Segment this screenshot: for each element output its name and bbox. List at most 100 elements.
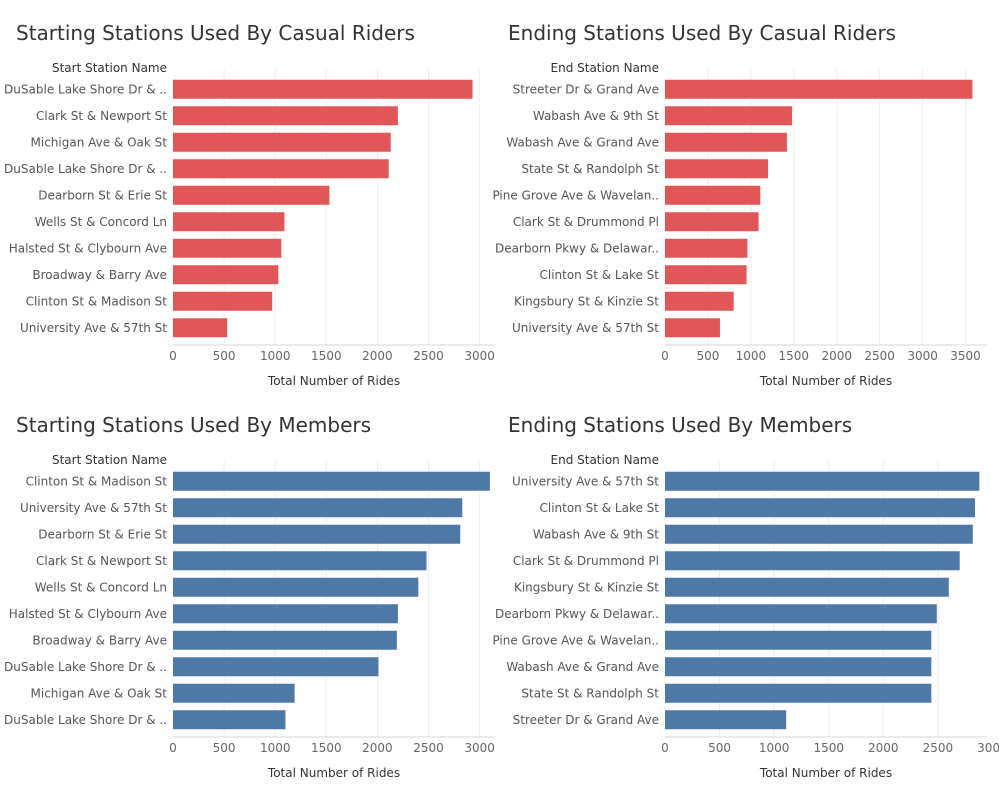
category-label: Wabash Ave & 9th St [533,109,659,123]
x-tick-label: 1500 [311,741,342,755]
bar-chart-end-members: University Ave & 57th St Clinton St & Lak… [492,461,999,780]
bar[interactable] [665,551,960,571]
bar[interactable] [665,159,769,179]
category-label: Dearborn Pkwy & Delawar.. [495,241,659,255]
x-axis-title: Total Number of Rides [267,766,400,780]
category-label: DuSable Lake Shore Dr & .. [4,82,167,96]
bar[interactable] [173,710,286,730]
category-label: Kingsbury St & Kinzie St [514,580,659,594]
category-label: Clinton St & Lake St [539,501,659,515]
bar[interactable] [173,551,427,571]
x-tick-label: 0 [661,741,669,755]
x-tick-label: 1000 [260,741,291,755]
x-tick-label: 3000 [977,741,999,755]
x-tick-label: 2000 [868,741,899,755]
bar[interactable] [665,498,975,518]
chart-title: Starting Stations Used By Casual Riders [16,21,415,45]
x-tick-label: 500 [708,741,731,755]
category-label: Michigan Ave & Oak St [31,135,168,149]
category-label: DuSable Lake Shore Dr & .. [4,660,167,674]
x-tick-label: 500 [696,349,719,363]
category-label: Clark St & Newport St [36,109,167,123]
bar[interactable] [173,471,490,491]
bar[interactable] [173,498,463,518]
bar[interactable] [665,79,973,99]
bar[interactable] [665,657,932,677]
bar[interactable] [173,683,295,703]
x-tick-label: 2000 [362,741,393,755]
category-label: Dearborn St & Erie St [38,188,167,202]
x-tick-label: 1500 [813,741,844,755]
bar[interactable] [173,238,282,258]
x-tick-label: 2500 [413,741,444,755]
x-tick-label: 1000 [260,349,291,363]
bar[interactable] [665,471,980,491]
bar[interactable] [173,132,391,152]
x-tick-label: 1500 [779,349,810,363]
bar[interactable] [665,238,748,258]
x-tick-label: 2500 [923,741,954,755]
category-header: End Station Name [550,453,660,467]
category-label: Clark St & Drummond Pl [513,554,659,568]
category-label: State St & Randolph St [521,162,659,176]
bar[interactable] [665,132,787,152]
bar[interactable] [173,657,379,677]
bar[interactable] [173,106,398,126]
x-tick-label: 1500 [311,349,342,363]
category-label: Halsted St & Clybourn Ave [9,607,167,621]
bar[interactable] [173,265,279,285]
bar[interactable] [665,291,734,311]
bar[interactable] [665,577,949,597]
category-label: Kingsbury St & Kinzie St [514,294,659,308]
category-label: Streeter Dr & Grand Ave [513,82,659,96]
x-tick-label: 500 [213,741,236,755]
category-label: State St & Randolph St [521,686,659,700]
bar[interactable] [665,710,787,730]
x-tick-label: 3000 [464,741,495,755]
x-tick-label: 500 [213,349,236,363]
bar[interactable] [173,212,285,232]
x-tick-label: 3000 [464,349,495,363]
x-tick-label: 2000 [821,349,852,363]
category-label: Wabash Ave & Grand Ave [506,135,659,149]
bar[interactable] [665,265,747,285]
bar[interactable] [173,185,330,205]
chart-panel-start-members: Starting Stations Used By Members Start … [4,413,500,783]
x-axis-title: Total Number of Rides [759,374,892,388]
bar[interactable] [665,318,720,338]
category-header: Start Station Name [51,453,167,467]
bar[interactable] [665,683,932,703]
bar[interactable] [665,524,973,544]
bar[interactable] [665,604,937,624]
category-label: University Ave & 57th St [20,501,167,515]
bar[interactable] [173,604,398,624]
x-tick-label: 1000 [759,741,790,755]
bar[interactable] [173,79,473,99]
x-tick-label: 3500 [950,349,981,363]
category-label: Michigan Ave & Oak St [31,686,168,700]
bar[interactable] [665,106,793,126]
bar[interactable] [173,577,419,597]
x-tick-label: 0 [661,349,669,363]
bar[interactable] [173,318,228,338]
x-tick-label: 2500 [413,349,444,363]
category-header: End Station Name [550,61,660,75]
bar[interactable] [665,185,761,205]
bar[interactable] [173,159,389,179]
category-header: Start Station Name [51,61,167,75]
category-label: Pine Grove Ave & Wavelan.. [492,188,659,202]
bar[interactable] [173,291,273,311]
category-label: Clark St & Newport St [36,554,167,568]
bar-chart-start-casual: DuSable Lake Shore Dr & .. Clark St & New… [4,69,495,388]
category-label: Clark St & Drummond Pl [513,215,659,229]
chart-panel-end-members: Ending Stations Used By Members End Stat… [492,413,999,783]
bar[interactable] [665,630,932,650]
bar[interactable] [173,630,397,650]
category-label: Dearborn Pkwy & Delawar.. [495,607,659,621]
bar[interactable] [173,524,461,544]
category-label: Clinton St & Madison St [26,474,168,488]
category-label: University Ave & 57th St [512,474,659,488]
bar[interactable] [665,212,759,232]
category-label: Wabash Ave & Grand Ave [506,660,659,674]
bar-chart-start-members: Clinton St & Madison St University Ave & … [4,461,495,780]
